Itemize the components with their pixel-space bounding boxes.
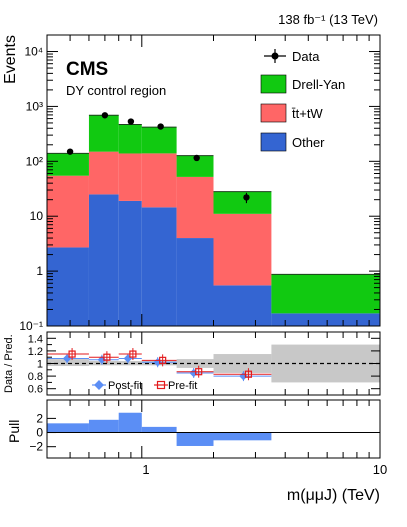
pull-y-axis: −202 — [29, 411, 56, 454]
stack-bar-2-3 — [141, 127, 177, 154]
main-y-tick-label-2: 10 — [30, 209, 44, 223]
stack-bar-0-3 — [141, 207, 177, 326]
ratio-legend: Post-fit Pre-fit — [92, 380, 197, 392]
post-fit-point-4 — [189, 368, 198, 378]
main-y-tick-label-1: 1 — [36, 264, 43, 278]
pull-bars — [47, 412, 272, 446]
stack-bar-2-0 — [47, 153, 89, 176]
stack-bar-2-2 — [118, 124, 142, 154]
legend-entry-data: Data — [264, 49, 320, 64]
data-point-3 — [157, 123, 164, 130]
ratio-band-5 — [213, 354, 272, 373]
main-y-tick-label-5: 10⁴ — [24, 45, 43, 59]
main-y-axis: 10⁻¹ 1 10 10² 10³ 10⁴ — [19, 45, 380, 333]
ratio-y-tick-label-2: 1 — [37, 359, 43, 371]
data-point-1 — [101, 112, 109, 119]
main-x-ticks — [46, 35, 381, 326]
pull-bar-1 — [88, 419, 119, 433]
stack-bar-1-1 — [88, 151, 119, 195]
main-stack — [47, 114, 380, 326]
legend-label-data: Data — [292, 49, 320, 64]
main-y-tick-label-4: 10³ — [26, 99, 43, 113]
data-point-4 — [193, 154, 200, 162]
stack-bar-2-4 — [176, 155, 214, 177]
pull-bar-0 — [47, 423, 89, 433]
stack-bar-0-6 — [271, 313, 380, 326]
legend-label-pre-fit: Pre-fit — [168, 380, 197, 392]
stack-bar-1-0 — [47, 175, 89, 248]
stack-bar-0-1 — [88, 194, 119, 326]
stack-bar-1-2 — [118, 153, 142, 201]
stack-bar-1-3 — [141, 153, 177, 208]
pull-bar-4 — [176, 432, 214, 446]
data-point-2 — [127, 118, 135, 125]
main-panel: 10⁻¹ 1 10 10² 10³ 10⁴ Events CMS DY control r… — [2, 34, 381, 333]
legend-label-post-fit: Post-fit — [108, 380, 142, 392]
legend-label-drell-yan: Drell-Yan — [292, 77, 345, 92]
ratio-y-tick-label-1: 0.8 — [28, 371, 43, 383]
main-ylabel: Events — [2, 35, 19, 84]
legend-label-other: Other — [292, 135, 325, 150]
data-point-5 — [243, 194, 250, 201]
ratio-panel: 0.60.811.21.4 Data / Pred. Post-fit Pre-… — [3, 331, 381, 396]
main-y-tick-label-3: 10² — [26, 154, 43, 168]
region-label: DY control region — [66, 83, 166, 98]
ratio-band-6 — [271, 344, 380, 383]
ratio-points — [47, 348, 272, 382]
stack-bar-0-5 — [213, 285, 272, 326]
pre-fit-point-1 — [103, 353, 111, 361]
pull-ylabel: Pull — [6, 420, 22, 443]
legend-entry-drell-yan: Drell-Yan — [260, 74, 345, 94]
post-fit-point-5 — [239, 371, 248, 381]
ratio-ylabel: Data / Pred. — [3, 334, 15, 393]
stack-bar-0-4 — [176, 238, 214, 326]
legend: Data Drell-Yan t̄t+tW Other — [260, 49, 345, 152]
pull-y-tick-label-1: 0 — [36, 426, 43, 440]
stack-bar-2-6 — [271, 274, 380, 314]
legend-label-ttbar-tw: t̄t+tW — [292, 106, 324, 121]
main-data-points — [66, 112, 250, 204]
ratio-y-tick-label-3: 1.2 — [28, 346, 43, 358]
pull-y-tick-label-0: −2 — [29, 440, 43, 454]
pre-fit-point-2 — [129, 350, 137, 358]
x-tick-label-1: 1 — [142, 462, 149, 477]
ratio-x-ticks — [46, 332, 381, 395]
stack-bar-1-5 — [213, 213, 272, 286]
ratio-y-tick-label-0: 0.6 — [28, 384, 43, 396]
pull-bar-3 — [141, 426, 177, 433]
stack-bar-2-5 — [213, 191, 272, 214]
legend-entry-ttbar-tw: t̄t+tW — [260, 103, 324, 123]
ratio-y-tick-label-4: 1.4 — [28, 333, 43, 345]
pull-panel: −202 Pull — [6, 399, 381, 459]
x-axis-title: m(μμJ) (TeV) — [287, 487, 380, 504]
stack-bar-1-4 — [176, 176, 214, 239]
pull-y-tick-label-2: 2 — [36, 411, 43, 425]
ratio-band-2 — [118, 360, 142, 366]
pre-fit-point-3 — [159, 356, 167, 364]
legend-marker-pre-fit — [154, 380, 168, 390]
stack-bar-2-1 — [88, 115, 119, 152]
legend-marker-post-fit — [92, 380, 106, 390]
pull-bar-5 — [213, 432, 272, 441]
stack-bar-0-0 — [47, 247, 89, 326]
main-y-tick-label-0: 10⁻¹ — [19, 319, 43, 333]
legend-entry-other: Other — [260, 132, 325, 152]
stack-bar-0-2 — [118, 200, 142, 326]
pre-fit-point-4 — [195, 368, 203, 376]
pull-bar-2 — [118, 412, 142, 433]
cms-label: CMS — [66, 59, 108, 80]
pre-fit-point-0 — [68, 350, 76, 358]
ratio-band-0 — [47, 359, 89, 367]
lumi-label: 138 fb⁻¹ (13 TeV) — [278, 12, 378, 27]
ratio-y-axis: 0.60.811.21.4 — [28, 333, 380, 396]
x-tick-label-10: 10 — [373, 462, 387, 477]
pre-fit-point-5 — [244, 370, 253, 378]
data-point-0 — [66, 148, 74, 155]
pull-x-ticks — [46, 400, 381, 458]
